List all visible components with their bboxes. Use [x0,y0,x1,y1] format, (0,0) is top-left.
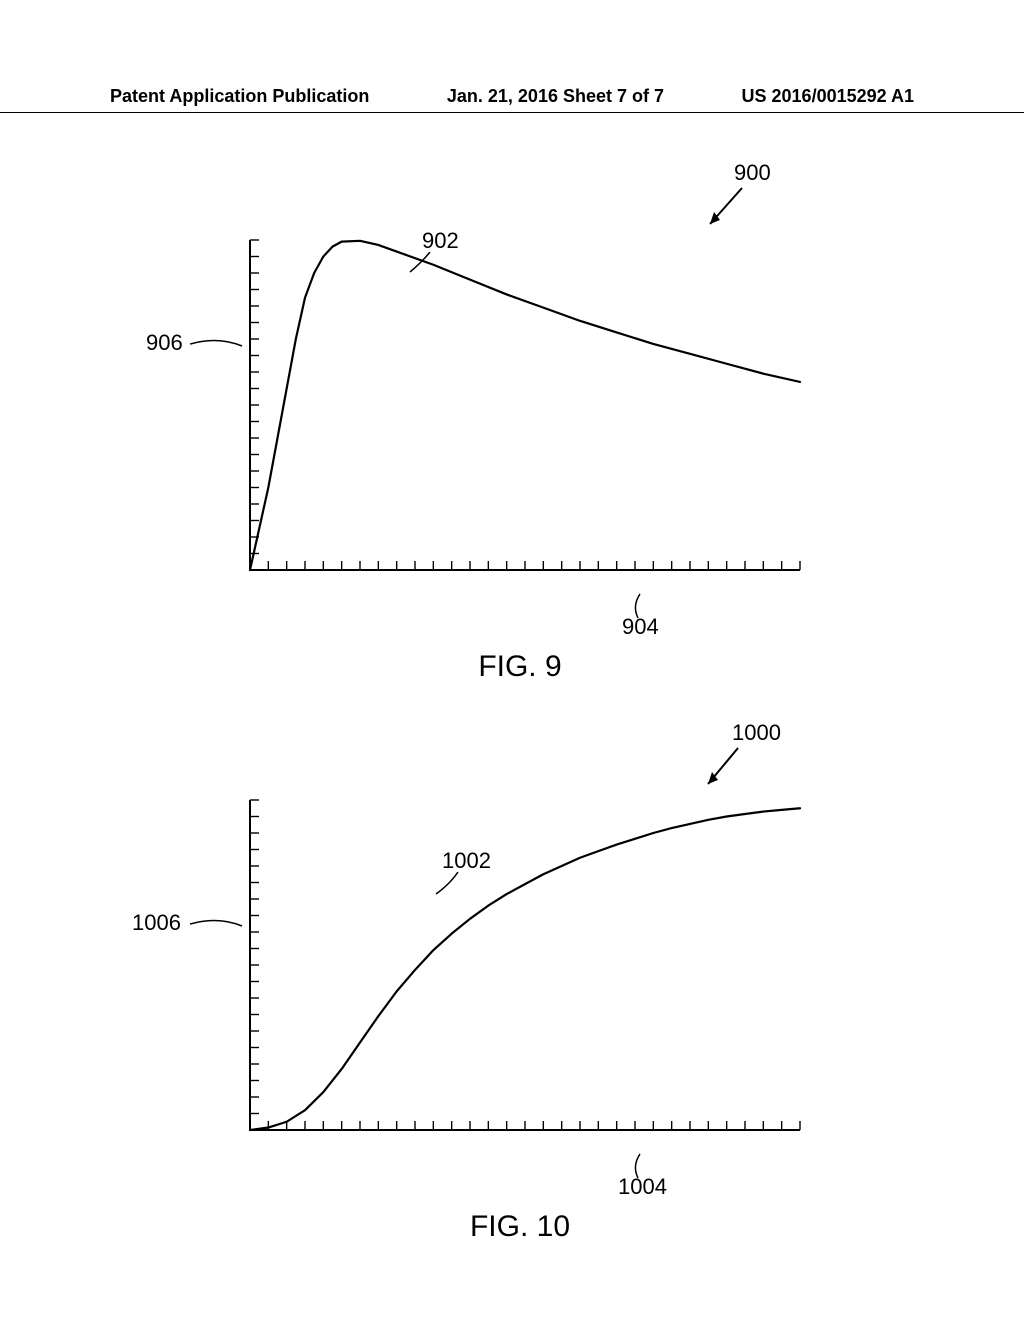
fig10-yaxis-label: 1006 [132,910,181,936]
fig10-chart [210,780,810,1160]
fig9-yaxis-label: 906 [146,330,183,356]
fig10-caption: FIG. 10 [210,1210,830,1244]
fig9-caption: FIG. 9 [210,650,830,684]
page-header: Patent Application Publication Jan. 21, … [0,86,1024,107]
fig10-overall-label: 1000 [732,720,781,746]
fig9-overall-label: 900 [734,160,771,186]
header-rule [0,112,1024,113]
header-left: Patent Application Publication [110,86,369,107]
header-right: US 2016/0015292 A1 [742,86,914,107]
header-center: Jan. 21, 2016 Sheet 7 of 7 [447,86,664,107]
fig9-chart [210,220,810,600]
